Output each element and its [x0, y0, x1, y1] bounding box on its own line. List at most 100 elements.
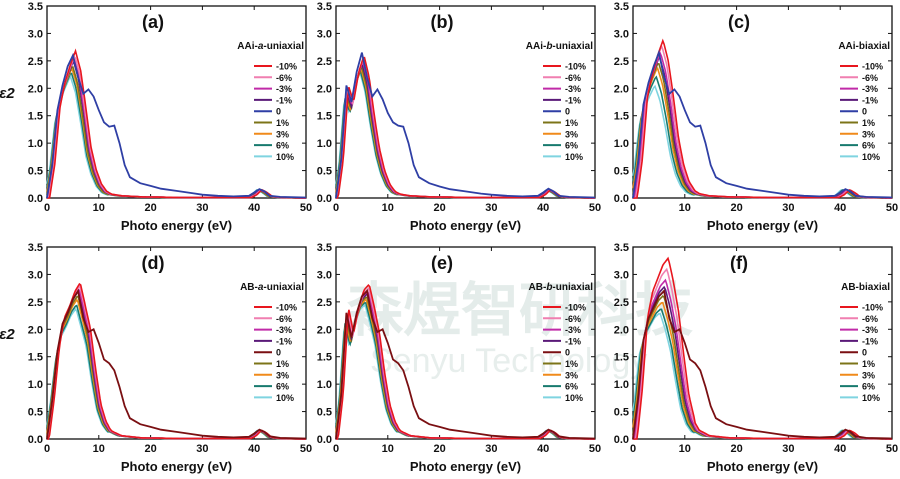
x-tick-label: 50: [589, 202, 601, 214]
chart-panel-0: 0 10 20 30 40 50 0.0 0.5 1.0 1.5 2.0 2.5 3.0 3.5 Photo…: [0, 1, 312, 233]
legend-label: 10%: [565, 393, 583, 403]
legend-label: -3%: [276, 84, 292, 94]
x-tick-label: 0: [630, 443, 636, 455]
series-line--3pct: [335, 62, 595, 199]
x-tick-label: 40: [537, 443, 549, 455]
y-tick-label: 1.0: [614, 379, 629, 391]
y-tick-label: 2.5: [28, 297, 43, 309]
x-tick-label: 40: [834, 443, 846, 455]
panel-title-part: b: [546, 41, 552, 52]
series-line-0: [335, 289, 596, 440]
legend-label: -1%: [862, 336, 878, 346]
legend-label: 3%: [565, 370, 578, 380]
legend-label: 1%: [276, 118, 289, 128]
y-tick-label: 0.5: [28, 166, 43, 178]
y-tick-label: 0.0: [614, 193, 629, 205]
legend-label: 3%: [276, 129, 289, 139]
y-tick-label: 0.0: [614, 434, 629, 446]
y-axis-title: ε2: [0, 85, 15, 102]
x-axis-title: Photo energy (eV): [121, 218, 232, 233]
x-tick-label: 10: [93, 443, 105, 455]
x-tick-label: 10: [382, 443, 394, 455]
y-tick-label: 2.5: [614, 297, 629, 309]
legend-label: 1%: [862, 118, 875, 128]
y-tick-label: 3.0: [28, 28, 43, 40]
panel-title-part: AAi-biaxial: [838, 41, 890, 52]
panel-letter: (a): [142, 12, 164, 32]
legend-label: 6%: [565, 141, 578, 151]
series-line--6pct: [336, 56, 596, 199]
y-tick-label: 2.0: [614, 83, 629, 95]
y-tick-label: 1.0: [614, 138, 629, 150]
legend-label: 3%: [565, 129, 578, 139]
y-tick-label: 2.0: [317, 83, 332, 95]
legend-label: 0: [565, 107, 570, 117]
y-tick-label: 2.5: [317, 56, 332, 68]
series-line--3pct: [46, 57, 306, 199]
panel-letter: (d): [142, 253, 165, 273]
panel-letter: (f): [730, 253, 748, 273]
series-line-0: [46, 288, 307, 440]
y-tick-label: 0.5: [317, 407, 332, 419]
y-tick-label: 1.5: [614, 111, 629, 123]
panel-title-part: AAi-: [237, 41, 258, 52]
legend-label: 6%: [276, 141, 289, 151]
legend-label: 3%: [862, 129, 875, 139]
legend-label: 0: [565, 348, 570, 358]
legend-label: -3%: [862, 325, 878, 335]
legend-label: -3%: [276, 325, 292, 335]
x-tick-label: 50: [300, 443, 312, 455]
panel-title-part: -uniaxial: [263, 41, 304, 52]
chart-panel-5: 0 10 20 30 40 50 0.0 0.5 1.0 1.5 2.0 2.5 3.0 3.5 Photo…: [614, 242, 898, 474]
y-tick-label: 0.5: [614, 166, 629, 178]
watermark-sub: Senyu Technology: [370, 342, 647, 380]
y-tick-label: 3.5: [614, 242, 629, 254]
legend-label: 10%: [565, 152, 583, 162]
series-line--1pct: [46, 60, 306, 199]
y-tick-label: 1.5: [28, 111, 43, 123]
legend-label: -1%: [276, 95, 292, 105]
y-tick-label: 1.0: [317, 379, 332, 391]
legend-label: 1%: [862, 359, 875, 369]
chart-panel-4: 0 10 20 30 40 50 0.0 0.5 1.0 1.5 2.0 2.5 3.0 3.5 Photo…: [317, 242, 601, 474]
y-tick-label: 3.0: [614, 28, 629, 40]
legend-label: 6%: [862, 141, 875, 151]
x-tick-label: 30: [485, 443, 497, 455]
y-tick-label: 2.0: [28, 83, 43, 95]
y-tick-label: 0.0: [28, 193, 43, 205]
y-tick-label: 3.5: [614, 1, 629, 13]
legend-label: -10%: [565, 303, 586, 313]
legend-label: -6%: [565, 73, 581, 83]
x-tick-label: 50: [886, 443, 898, 455]
x-tick-label: 10: [679, 443, 691, 455]
legend-label: 0: [862, 107, 867, 117]
y-tick-label: 2.5: [317, 297, 332, 309]
y-tick-label: 3.0: [28, 269, 43, 281]
y-tick-label: 3.5: [317, 242, 332, 254]
x-tick-label: 0: [44, 202, 50, 214]
x-axis-title: Photo energy (eV): [410, 218, 521, 233]
panel-letter: (e): [431, 253, 453, 273]
series-line-0: [335, 52, 596, 199]
y-axis-title: ε2: [0, 326, 15, 343]
x-tick-label: 50: [886, 202, 898, 214]
x-tick-label: 40: [537, 202, 549, 214]
x-tick-label: 10: [93, 202, 105, 214]
legend-label: -10%: [862, 62, 883, 72]
panel-title-part: AAi-: [526, 41, 547, 52]
legend-label: 10%: [276, 393, 294, 403]
legend-label: -6%: [862, 73, 878, 83]
x-tick-label: 50: [589, 443, 601, 455]
legend-label: 1%: [565, 118, 578, 128]
y-tick-label: 0.5: [317, 166, 332, 178]
x-tick-label: 10: [382, 202, 394, 214]
panel-title-part: -uniaxial: [263, 282, 304, 293]
x-axis-title: Photo energy (eV): [410, 459, 521, 474]
y-tick-label: 1.5: [614, 352, 629, 364]
x-tick-label: 0: [333, 202, 339, 214]
panel-title: AAi-b-uniaxial: [526, 41, 593, 52]
legend-label: -10%: [862, 303, 883, 313]
legend-label: -6%: [276, 73, 292, 83]
plot-frame: [335, 5, 596, 199]
